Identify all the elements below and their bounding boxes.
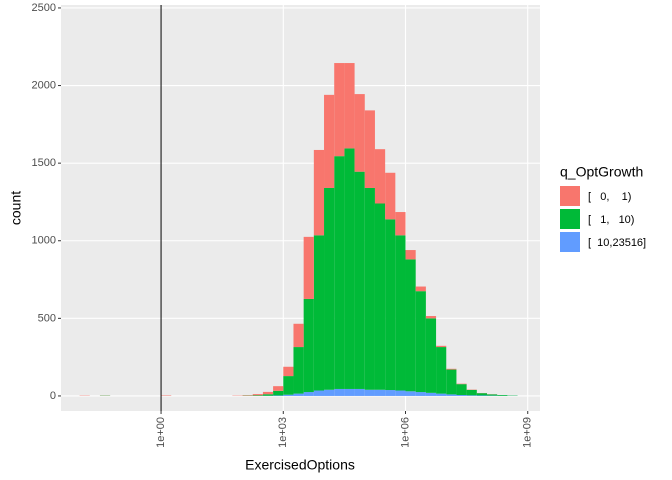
bar xyxy=(354,388,365,396)
bar xyxy=(466,395,477,396)
x-tick-label: 1e+09 xyxy=(522,417,534,448)
bar xyxy=(446,368,457,370)
bar xyxy=(456,384,467,396)
bar xyxy=(476,393,487,396)
bar xyxy=(344,63,355,149)
bar xyxy=(395,390,406,396)
bar xyxy=(425,318,437,393)
bar xyxy=(486,394,498,396)
bar xyxy=(425,392,437,396)
bar xyxy=(436,347,447,394)
bar xyxy=(415,291,426,393)
bar xyxy=(283,394,294,396)
bar xyxy=(303,236,314,299)
bar xyxy=(324,94,335,188)
legend-title: q_OptGrowth xyxy=(560,164,643,180)
y-tick-label: 500 xyxy=(38,312,56,324)
bar xyxy=(497,395,508,396)
bar xyxy=(354,171,365,389)
bar xyxy=(273,386,284,391)
legend-label: [ 1, 10) xyxy=(588,214,634,226)
bar xyxy=(364,389,375,396)
legend-label: [ 10,23516] xyxy=(588,237,646,249)
y-tick-label: 1000 xyxy=(32,235,56,247)
bar xyxy=(324,389,335,396)
bar xyxy=(313,149,325,236)
bar xyxy=(405,250,416,260)
legend-swatch xyxy=(560,209,580,229)
bar xyxy=(456,395,467,396)
bar xyxy=(374,203,386,390)
bar xyxy=(334,63,345,157)
x-tick-label: 1e+03 xyxy=(277,417,289,448)
bar xyxy=(364,110,375,188)
bar xyxy=(273,390,284,396)
bar xyxy=(293,347,304,394)
bar xyxy=(446,394,457,396)
legend-swatch xyxy=(560,186,580,206)
bar xyxy=(303,392,314,396)
x-tick-label: 1e+06 xyxy=(399,417,411,448)
bar xyxy=(354,94,365,172)
bar xyxy=(436,345,447,348)
bar xyxy=(466,389,477,396)
y-axis-title: count xyxy=(8,191,24,225)
bar xyxy=(293,323,304,348)
bar xyxy=(364,187,375,390)
bar xyxy=(425,316,437,319)
y-tick-label: 2500 xyxy=(32,2,56,14)
bar xyxy=(395,212,406,236)
bar xyxy=(405,259,416,392)
bar xyxy=(252,394,263,396)
bar xyxy=(334,388,345,396)
bar xyxy=(344,148,355,389)
x-tick-label: 1e+00 xyxy=(155,417,167,448)
bar xyxy=(374,389,386,396)
bar xyxy=(303,298,314,393)
bar xyxy=(395,235,406,391)
y-tick-label: 0 xyxy=(50,390,56,402)
bar xyxy=(405,391,416,396)
x-axis-title: ExercisedOptions xyxy=(245,457,355,473)
y-tick-label: 2000 xyxy=(32,79,56,91)
y-tick-label: 1500 xyxy=(32,157,56,169)
bar xyxy=(313,235,325,391)
bar xyxy=(344,388,355,396)
bar xyxy=(324,187,335,390)
bar xyxy=(374,149,386,204)
bar xyxy=(283,366,294,377)
bar xyxy=(385,219,396,391)
legend-swatch xyxy=(560,232,580,252)
bar xyxy=(283,376,294,395)
bar xyxy=(293,393,304,396)
bar xyxy=(334,156,345,389)
bar xyxy=(313,390,325,396)
bar xyxy=(262,394,274,396)
bar xyxy=(252,395,263,396)
bar xyxy=(446,369,457,395)
bar xyxy=(415,392,426,396)
bar xyxy=(385,390,396,396)
bar xyxy=(436,393,447,396)
legend-label: [ 0, 1) xyxy=(588,191,631,203)
bar xyxy=(385,172,396,220)
bar xyxy=(415,286,426,292)
bar xyxy=(262,391,274,395)
